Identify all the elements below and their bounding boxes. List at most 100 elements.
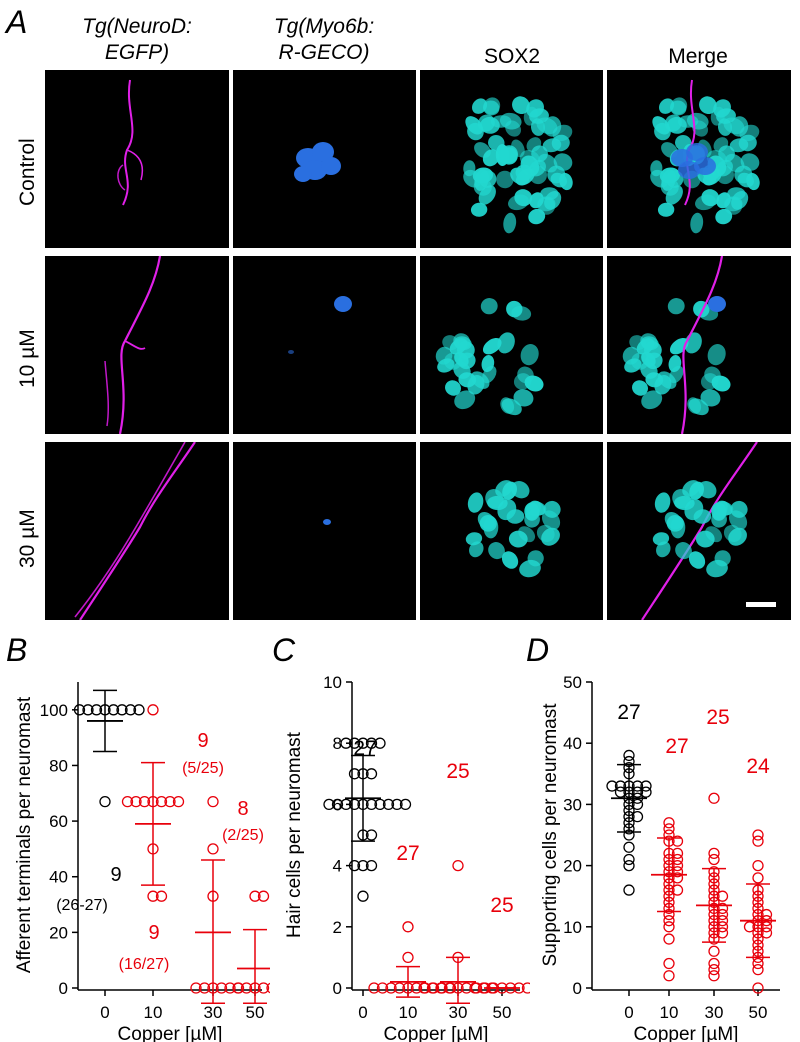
n-annotation: 27 (396, 842, 419, 865)
data-point (357, 737, 369, 749)
nucleus (508, 194, 529, 211)
nucleus (501, 551, 519, 569)
data-point (663, 823, 675, 835)
data-point (671, 835, 684, 847)
x-tick-label: 10 (399, 1003, 418, 1022)
n-annotation: (16/27) (119, 956, 170, 973)
data-point (402, 951, 414, 964)
nucleus (449, 338, 468, 355)
column-header-neurod-line1: Tg(NeuroD: (82, 15, 192, 38)
column-header-neurod: Tg(NeuroD: EGFP) (45, 14, 229, 66)
nucleus (482, 149, 500, 167)
data-point (340, 737, 352, 749)
data-point (365, 737, 378, 749)
x-tick-label: 50 (493, 1003, 512, 1022)
nucleus (467, 122, 484, 141)
data-point (207, 843, 219, 855)
data-point (240, 982, 253, 994)
nucleus (481, 355, 495, 373)
nucleus (469, 541, 484, 558)
data-point (623, 749, 635, 762)
column-header-sox2: SOX2 (420, 44, 604, 70)
data-point (348, 859, 361, 872)
nucleus (488, 134, 505, 151)
nucleus (667, 116, 687, 134)
data-point (470, 982, 483, 994)
nucleus (529, 500, 546, 516)
n-annotation: 8 (237, 798, 248, 820)
x-tick-label: 30 (705, 1003, 724, 1022)
x-axis-label: Copper [µM] (634, 1024, 739, 1042)
data-point (671, 884, 684, 896)
data-point (760, 927, 773, 939)
nucleus (723, 524, 742, 543)
nucleus (478, 185, 496, 205)
micrograph-control-myo6b (233, 70, 416, 248)
data-point (107, 704, 120, 716)
nucleus (730, 500, 748, 518)
nucleus (470, 202, 488, 217)
data-point (606, 780, 618, 792)
y-tick-label: 40 (563, 734, 582, 753)
data-point (147, 890, 159, 902)
column-header-myo6b-line2: R-GECO) (278, 41, 370, 64)
n-annotation: (26-27) (56, 897, 108, 914)
nucleus (530, 118, 545, 136)
data-point (348, 768, 361, 780)
data-point (752, 859, 764, 872)
data-point (426, 982, 439, 994)
column-header-myo6b-line1: Tg(Myo6b: (273, 15, 375, 38)
micrograph-30um-merge (607, 442, 791, 620)
nucleus (467, 492, 484, 513)
data-point (257, 982, 270, 994)
data-point (374, 737, 386, 749)
scale-bar (746, 602, 776, 607)
panel-label-d: D (526, 632, 550, 668)
data-point (376, 982, 389, 994)
nucleus (695, 530, 715, 548)
nucleus (700, 373, 719, 390)
data-point (671, 859, 684, 872)
y-tick-label: 2 (333, 918, 342, 937)
nucleus (500, 145, 518, 164)
data-point (752, 963, 764, 976)
nucleus (731, 190, 749, 210)
y-axis-label: Afferent terminals per neuromast (14, 696, 35, 973)
data-point (365, 829, 378, 841)
data-point (708, 847, 720, 860)
x-tick-label: 0 (358, 1003, 367, 1022)
data-point (365, 768, 378, 780)
y-tick-label: 0 (333, 979, 342, 998)
data-point (266, 982, 270, 994)
data-point (232, 982, 244, 994)
x-tick-label: 30 (204, 1003, 223, 1022)
data-point (521, 982, 530, 994)
micrograph-30um-sox2 (420, 442, 603, 620)
data-point (663, 915, 675, 927)
panel-label-a: A (6, 4, 28, 40)
data-point (760, 921, 773, 933)
data-point (623, 884, 635, 896)
nucleus (659, 98, 675, 114)
data-point (418, 982, 430, 994)
data-point (382, 798, 395, 811)
nucleus (667, 298, 685, 315)
data-point (716, 902, 729, 915)
micrograph-10um-sox2 (420, 256, 603, 434)
nucleus (480, 298, 498, 315)
nucleus (690, 212, 704, 234)
data-point (716, 921, 729, 933)
data-point (90, 704, 103, 716)
column-header-merge-line1: Merge (668, 45, 728, 68)
data-point (348, 798, 361, 811)
data-point (82, 704, 94, 716)
nucleus (513, 373, 532, 390)
x-tick-label: 50 (749, 1003, 768, 1022)
n-annotation: 25 (490, 894, 513, 917)
nucleus (552, 124, 573, 142)
data-point (452, 859, 464, 872)
micrograph-control-sox2 (420, 70, 603, 248)
data-point (752, 835, 764, 847)
data-point (671, 866, 684, 878)
nucleus (543, 500, 561, 518)
